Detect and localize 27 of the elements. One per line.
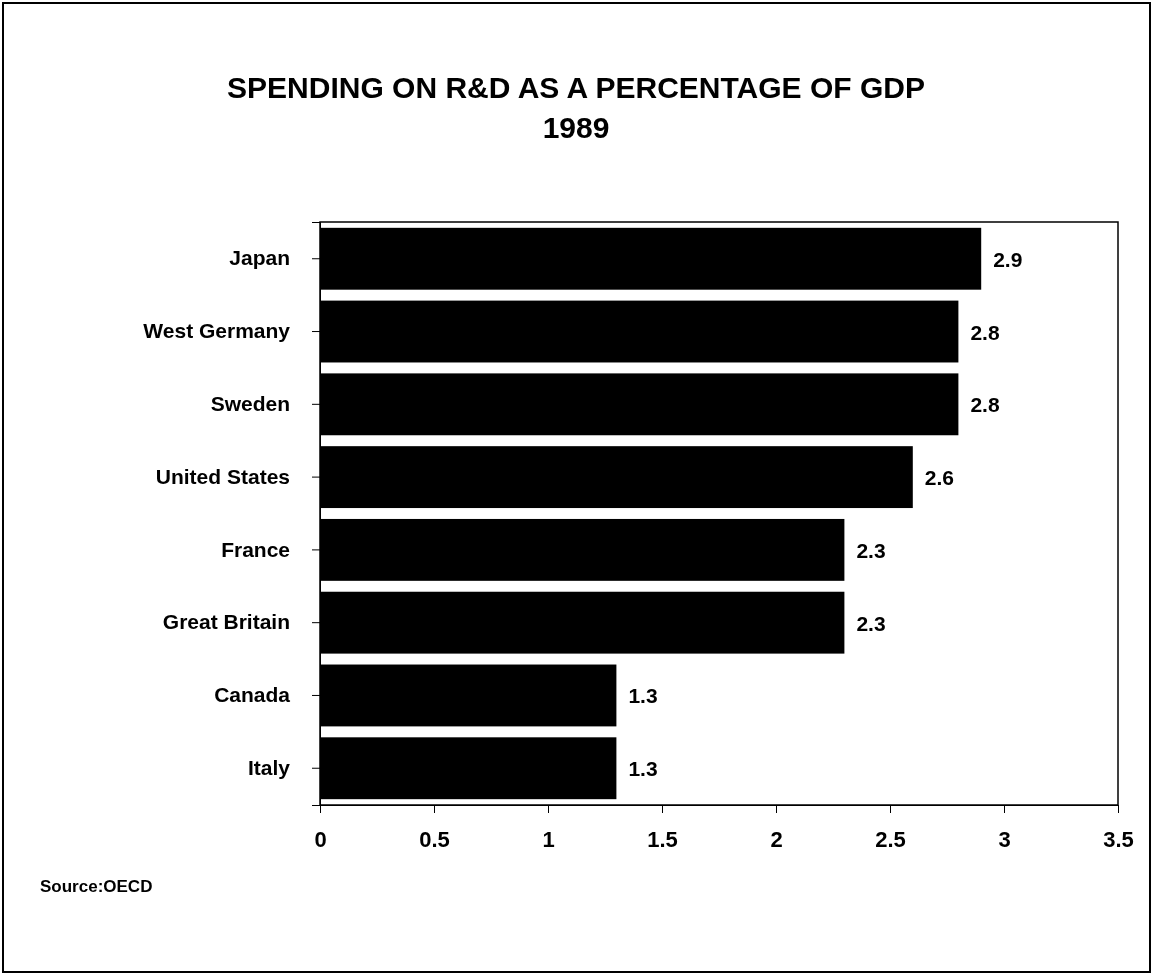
data-label: 2.8 bbox=[970, 320, 1000, 344]
data-label: 2.3 bbox=[856, 538, 886, 562]
data-label: 1.3 bbox=[628, 757, 658, 781]
x-tick-label: 3 bbox=[998, 826, 1011, 852]
x-tick-label: 3.5 bbox=[1103, 826, 1134, 852]
y-tick-label: Canada bbox=[214, 683, 291, 707]
x-tick-label: 1 bbox=[542, 826, 555, 852]
chart-title: SPENDING ON R&D AS A PERCENTAGE OF GDP bbox=[227, 71, 925, 104]
data-label: 2.9 bbox=[993, 247, 1023, 271]
source-note: Source:OECD bbox=[40, 877, 153, 896]
chart-subtitle: 1989 bbox=[542, 111, 610, 144]
x-tick-label: 0 bbox=[314, 826, 327, 852]
y-tick-label: France bbox=[221, 537, 290, 561]
data-label: 1.3 bbox=[628, 684, 658, 708]
y-tick-label: West Germany bbox=[143, 319, 291, 343]
y-tick-label: United States bbox=[155, 464, 290, 488]
data-label: 2.3 bbox=[856, 611, 886, 635]
x-tick-label: 2 bbox=[770, 826, 783, 852]
x-tick-label: 1.5 bbox=[647, 826, 678, 852]
x-tick-label: 0.5 bbox=[419, 826, 450, 852]
y-tick-label: Japan bbox=[229, 246, 290, 270]
y-tick-label: Italy bbox=[247, 755, 291, 779]
data-label: 2.8 bbox=[970, 393, 1000, 417]
x-tick-label: 2.5 bbox=[875, 826, 906, 852]
data-label: 2.6 bbox=[924, 466, 954, 490]
y-tick-label: Great Britain bbox=[162, 610, 290, 634]
y-tick-label: Sweden bbox=[210, 392, 290, 416]
